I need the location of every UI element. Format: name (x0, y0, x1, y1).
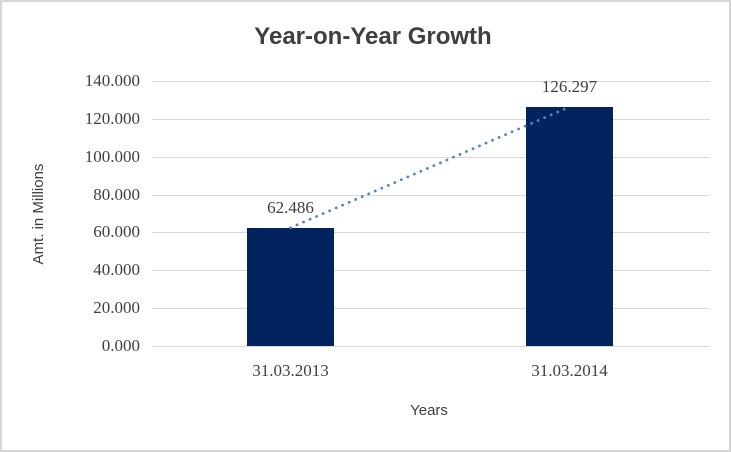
bar-31-03-2013 (247, 227, 334, 346)
x-axis-title: Years (410, 402, 448, 419)
gridline (152, 232, 710, 234)
bar-31-03-2014 (526, 106, 613, 346)
gridline (152, 270, 710, 272)
y-tick-label: 120.000 (84, 108, 140, 128)
x-category-label: 31.03.2013 (252, 361, 329, 380)
gridline (152, 81, 710, 82)
y-tick-label: 40.000 (93, 260, 140, 280)
y-tick-label: 80.000 (93, 184, 140, 204)
gridline (152, 346, 710, 347)
chart-title: Year-on-Year Growth (254, 23, 492, 50)
gridline (152, 308, 710, 310)
y-tick-label: 140.000 (84, 71, 140, 90)
gridline (152, 156, 710, 158)
y-tick-label: 0.000 (101, 336, 140, 355)
y-tick-label: 100.000 (84, 146, 140, 166)
data-label: 62.486 (267, 197, 314, 217)
gridline (152, 194, 710, 196)
data-label: 126.297 (541, 76, 598, 96)
y-tick-label: 60.000 (93, 222, 140, 242)
y-tick-label: 20.000 (93, 298, 140, 318)
gridline (152, 118, 710, 120)
x-category-label: 31.03.2014 (531, 361, 608, 380)
